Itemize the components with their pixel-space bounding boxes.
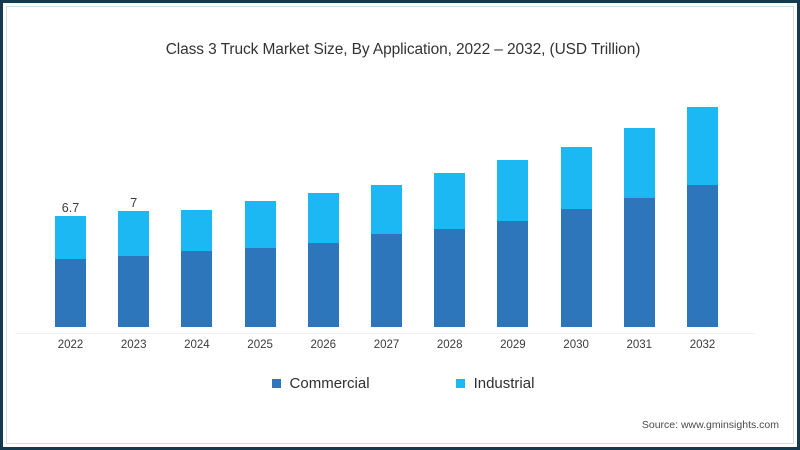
source-note: Source: www.gminsights.com <box>641 419 779 431</box>
x-axis-label-2027: 2027 <box>373 339 400 351</box>
legend-item-industrial[interactable]: Industrial <box>455 375 535 392</box>
bar-segment-industrial-2029[interactable] <box>497 159 529 222</box>
bar-segment-industrial-2032[interactable] <box>687 106 718 185</box>
bar-segment-commercial-2029[interactable] <box>497 221 529 327</box>
x-axis-label-2031: 2031 <box>626 339 653 351</box>
bar-segment-commercial-2026[interactable] <box>307 242 339 327</box>
bar-segment-industrial-2023[interactable] <box>118 211 150 256</box>
x-axis-line <box>15 333 755 334</box>
legend-swatch-industrial <box>455 379 465 388</box>
legend-swatch-commercial <box>271 379 281 388</box>
bar-segment-industrial-2025[interactable] <box>244 201 276 248</box>
legend-item-commercial[interactable]: Commercial <box>271 375 370 392</box>
bar-segment-industrial-2027[interactable] <box>371 184 402 235</box>
x-axis-label-2024: 2024 <box>184 339 210 351</box>
bar-segment-commercial-2032[interactable] <box>687 184 718 327</box>
x-axis-label-2025: 2025 <box>247 339 273 351</box>
x-axis-label-2028: 2028 <box>436 339 463 351</box>
legend-label-industrial: Industrial <box>473 375 535 392</box>
bar-group-2032[interactable] <box>687 106 718 327</box>
bar-group-2026[interactable] <box>307 192 339 327</box>
bar-segment-commercial-2027[interactable] <box>371 234 402 327</box>
bar-segment-industrial-2028[interactable] <box>434 173 466 230</box>
bar-group-2025[interactable] <box>244 201 276 327</box>
bar-segment-industrial-2030[interactable] <box>560 146 592 210</box>
bar-group-2031[interactable] <box>623 128 655 327</box>
bar-value-label-2023: 7 <box>130 196 138 211</box>
x-axis-label-2030: 2030 <box>563 339 589 351</box>
bar-segment-commercial-2028[interactable] <box>434 229 466 327</box>
bar-group-2027[interactable] <box>371 184 402 327</box>
x-axis-label-2026: 2026 <box>310 339 337 351</box>
chart-legend: Commercial Industrial <box>3 375 797 392</box>
bar-group-2023[interactable] <box>118 211 150 327</box>
bar-segment-commercial-2031[interactable] <box>623 197 655 327</box>
chart-title: Class 3 Truck Market Size, By Applicatio… <box>165 41 641 58</box>
bar-group-2029[interactable] <box>497 159 529 327</box>
bar-group-2022[interactable] <box>55 216 86 327</box>
x-axis-label-2032: 2032 <box>689 339 716 351</box>
bar-segment-industrial-2026[interactable] <box>307 192 339 243</box>
plot-area <box>43 83 773 333</box>
legend-label-commercial: Commercial <box>289 375 370 392</box>
bar-group-2024[interactable] <box>181 209 213 327</box>
bar-segment-commercial-2024[interactable] <box>181 250 213 327</box>
x-axis-label-2029: 2029 <box>500 339 526 351</box>
bar-group-2028[interactable] <box>434 173 466 327</box>
bar-group-2030[interactable] <box>560 146 592 327</box>
bar-segment-industrial-2031[interactable] <box>623 128 655 198</box>
bar-segment-industrial-2024[interactable] <box>181 209 213 251</box>
bar-segment-commercial-2025[interactable] <box>244 247 276 327</box>
x-axis-label-2023: 2023 <box>120 339 147 351</box>
x-axis-label-2022: 2022 <box>57 339 84 351</box>
bar-value-label-2022: 6.7 <box>61 201 80 216</box>
bar-segment-commercial-2030[interactable] <box>560 209 592 327</box>
bar-segment-commercial-2023[interactable] <box>118 255 150 327</box>
bar-segment-commercial-2022[interactable] <box>55 259 86 327</box>
bar-segment-industrial-2022[interactable] <box>55 216 86 260</box>
